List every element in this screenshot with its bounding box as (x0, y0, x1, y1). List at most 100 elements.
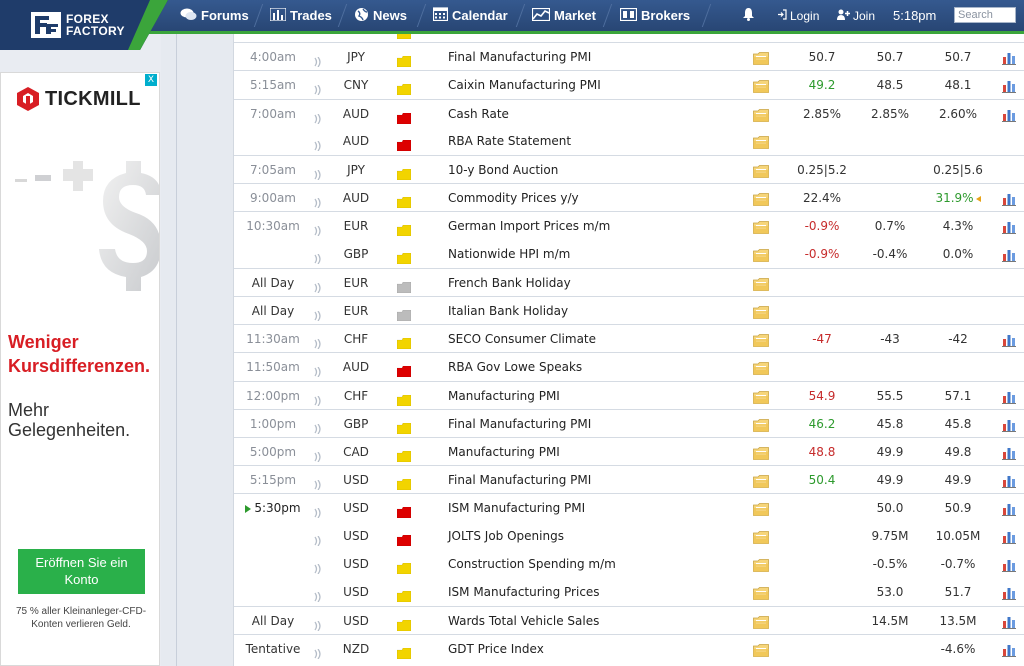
tickmill-ad[interactable]: X TICKMILL Weniger Kursdifferenzen. Mehr… (0, 72, 160, 666)
event-detail-folder-icon[interactable] (753, 614, 769, 630)
sound-alert-icon[interactable] (314, 447, 322, 463)
graph-icon[interactable] (1002, 417, 1016, 432)
event-detail-folder-icon[interactable] (753, 501, 769, 517)
event-title[interactable]: German Import Prices m/m (448, 219, 611, 234)
calendar-row[interactable]: 11:50am AUD RBA Gov Lowe Speaks (234, 352, 1024, 381)
nav-brokers[interactable]: Brokers (619, 0, 690, 31)
yellow-impact-folder-icon[interactable] (396, 559, 412, 575)
graph-icon[interactable] (1002, 247, 1016, 262)
event-detail-folder-icon[interactable] (753, 247, 769, 262)
sound-alert-icon[interactable] (314, 475, 322, 491)
event-title[interactable]: Final Manufacturing PMI (448, 50, 592, 65)
event-detail-folder-icon[interactable] (753, 473, 769, 489)
graph-icon[interactable] (1002, 557, 1016, 572)
graph-icon[interactable] (1002, 191, 1016, 207)
yellow-impact-folder-icon[interactable] (396, 193, 412, 209)
event-detail-folder-icon[interactable] (753, 360, 769, 376)
graph-icon[interactable] (1002, 501, 1016, 517)
event-detail-folder-icon[interactable] (753, 50, 769, 66)
sound-alert-icon[interactable] (314, 334, 322, 350)
calendar-row[interactable]: All Day EUR French Bank Holiday (234, 267, 1024, 296)
calendar-row[interactable]: 11:30am CHF SECO Consumer Climate -47 -43 -42 (234, 324, 1024, 353)
calendar-row[interactable]: 4:00am JPY Final Manufacturing PMI 50.7 50.7… (234, 42, 1024, 71)
yellow-impact-folder-icon[interactable] (396, 165, 412, 181)
sound-alert-icon[interactable] (314, 221, 322, 237)
join-link[interactable]: Join (837, 0, 875, 31)
sound-alert-icon[interactable] (314, 109, 322, 124)
red-impact-folder-icon[interactable] (396, 109, 412, 124)
event-detail-folder-icon[interactable] (753, 332, 769, 348)
sound-alert-icon[interactable] (314, 306, 322, 322)
event-title[interactable]: Nationwide HPI m/m (448, 246, 571, 261)
calendar-row[interactable]: 10:30am EUR German Import Prices m/m -0.9% 0… (234, 211, 1024, 240)
sound-alert-icon[interactable] (314, 531, 322, 546)
event-title[interactable]: Commodity Prices y/y (448, 191, 579, 206)
event-detail-folder-icon[interactable] (753, 304, 769, 319)
red-impact-folder-icon[interactable] (396, 362, 412, 378)
event-title[interactable]: Manufacturing PMI (448, 388, 560, 403)
event-title[interactable]: 10-y Bond Auction (448, 163, 559, 177)
calendar-row[interactable]: USD JOLTS Job Openings 9.75M 10.05M (234, 521, 1024, 550)
sound-alert-icon[interactable] (314, 616, 322, 632)
sound-alert-icon[interactable] (314, 362, 322, 378)
red-impact-folder-icon[interactable] (396, 503, 412, 519)
nav-calendar[interactable]: Calendar (432, 0, 508, 31)
yellow-impact-folder-icon[interactable] (396, 616, 412, 632)
red-impact-folder-icon[interactable] (396, 531, 412, 546)
login-link[interactable]: Login (777, 0, 819, 31)
event-title[interactable]: Caixin Manufacturing PMI (448, 78, 601, 93)
event-detail-folder-icon[interactable] (753, 389, 769, 404)
calendar-row[interactable] (234, 34, 1024, 42)
calendar-row[interactable]: 5:00pm CAD Manufacturing PMI 48.8 49.9 49.8 (234, 437, 1024, 465)
event-detail-folder-icon[interactable] (753, 163, 769, 178)
gray-impact-folder-icon[interactable] (396, 306, 412, 322)
yellow-impact-folder-icon[interactable] (396, 391, 412, 406)
event-detail-folder-icon[interactable] (753, 219, 769, 235)
graph-icon[interactable] (1002, 389, 1016, 404)
ad-info-icon[interactable]: X (145, 74, 157, 86)
yellow-impact-folder-icon[interactable] (396, 80, 412, 96)
red-impact-folder-icon[interactable] (396, 136, 412, 152)
event-title[interactable]: SECO Consumer Climate (448, 332, 597, 347)
calendar-row[interactable]: 5:30pm USD ISM Manufacturing PMI 50.0 50.9 (234, 493, 1024, 522)
open-account-button[interactable]: Eröffnen Sie ein Konto (18, 549, 145, 594)
graph-icon[interactable] (1002, 445, 1016, 460)
graph-icon[interactable] (1002, 529, 1016, 544)
event-detail-folder-icon[interactable] (753, 417, 769, 432)
yellow-impact-folder-icon[interactable] (396, 52, 412, 68)
event-detail-folder-icon[interactable] (753, 276, 769, 291)
sound-alert-icon[interactable] (314, 193, 322, 209)
event-detail-folder-icon[interactable] (753, 134, 769, 149)
event-title[interactable]: Italian Bank Holiday (448, 304, 569, 318)
event-title[interactable]: ISM Manufacturing PMI (448, 501, 586, 516)
event-title[interactable]: RBA Gov Lowe Speaks (448, 360, 583, 375)
graph-icon[interactable] (1002, 219, 1016, 235)
event-title[interactable]: Cash Rate (448, 106, 509, 121)
event-title[interactable]: Final Manufacturing PMI (448, 416, 592, 431)
yellow-impact-folder-icon[interactable] (396, 419, 412, 435)
event-detail-folder-icon[interactable] (753, 78, 769, 94)
sound-alert-icon[interactable] (314, 391, 322, 406)
calendar-row[interactable]: 12:00pm CHF Manufacturing PMI 54.9 55.5 57.1 (234, 380, 1024, 409)
calendar-row[interactable]: USD ISM Manufacturing Prices 53.0 51.7 (234, 578, 1024, 606)
event-detail-folder-icon[interactable] (753, 642, 769, 658)
event-title[interactable]: Final Manufacturing PMI (448, 473, 592, 488)
nav-trades[interactable]: Trades (269, 0, 332, 31)
sound-alert-icon[interactable] (314, 52, 322, 68)
event-detail-folder-icon[interactable] (753, 585, 769, 600)
calendar-row[interactable]: 5:15pm USD Final Manufacturing PMI 50.4 49.9… (234, 465, 1024, 494)
sound-alert-icon[interactable] (314, 136, 322, 152)
yellow-impact-folder-icon[interactable] (396, 334, 412, 350)
graph-icon[interactable] (1002, 78, 1016, 94)
notifications-bell[interactable] (742, 0, 755, 31)
sound-alert-icon[interactable] (314, 80, 322, 96)
calendar-row[interactable]: All Day USD Wards Total Vehicle Sales 14.5M… (234, 606, 1024, 635)
event-title[interactable]: Construction Spending m/m (448, 556, 616, 571)
yellow-impact-folder-icon[interactable] (396, 249, 412, 264)
event-detail-folder-icon[interactable] (753, 445, 769, 460)
calendar-row[interactable]: All Day EUR Italian Bank Holiday (234, 296, 1024, 324)
sound-alert-icon[interactable] (314, 249, 322, 264)
sound-alert-icon[interactable] (314, 644, 322, 660)
calendar-row[interactable]: 1:00pm GBP Final Manufacturing PMI 46.2 45.8… (234, 408, 1024, 437)
event-title[interactable]: Manufacturing PMI (448, 445, 560, 459)
